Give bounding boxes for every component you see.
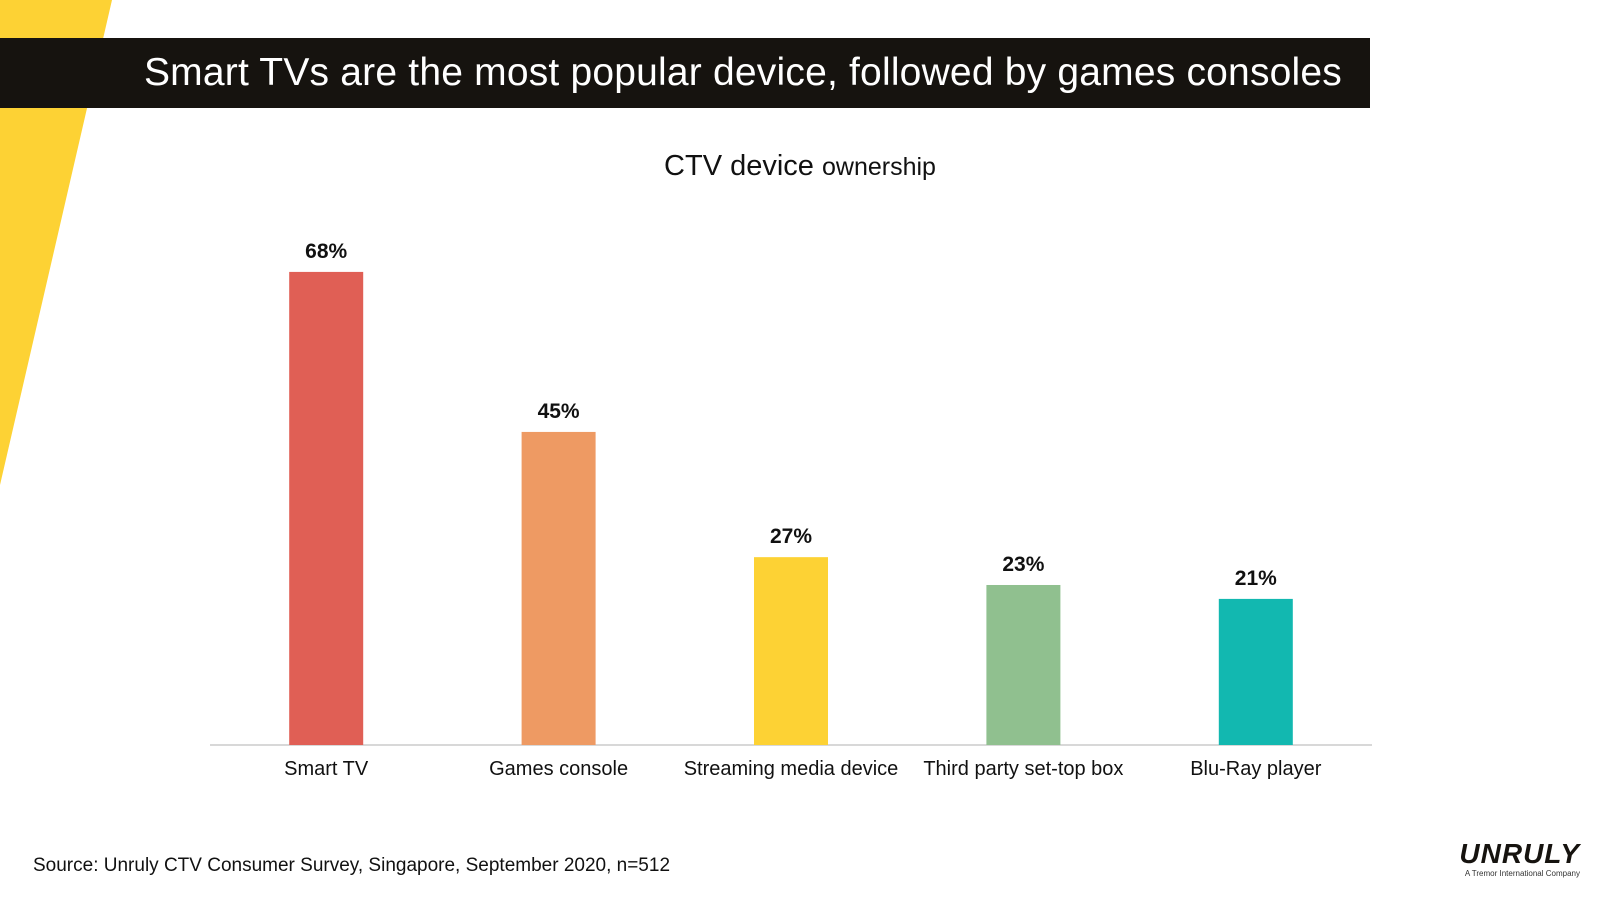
category-label: Games console: [489, 758, 628, 780]
category-label: Streaming media device: [684, 758, 899, 780]
headline-banner: Smart TVs are the most popular device, f…: [0, 38, 1370, 108]
bar-smart-tv: [289, 271, 364, 745]
bar-third-party-set-top-box: [986, 584, 1061, 745]
bar-value-label: 68%: [305, 240, 347, 263]
bar-value-label: 27%: [770, 525, 812, 548]
chart-title: CTV device ownership: [0, 150, 1600, 183]
bar-games-console: [521, 431, 596, 745]
chart-title-sub: ownership: [822, 153, 936, 181]
logo-wordmark: UNRULY: [1459, 838, 1580, 869]
bar-streaming-media-device: [754, 557, 828, 745]
category-label: Third party set-top box: [923, 758, 1123, 780]
headline-text: Smart TVs are the most popular device, f…: [143, 51, 1342, 94]
chart-title-main: CTV device: [664, 150, 814, 182]
unruly-logo: UNRULY A Tremor International Company: [1459, 840, 1580, 880]
bar-value-label: 21%: [1235, 567, 1277, 590]
bar-value-label: 45%: [538, 400, 580, 423]
source-note: Source: Unruly CTV Consumer Survey, Sing…: [33, 855, 671, 876]
category-label: Smart TV: [284, 758, 369, 780]
category-label: Blu-Ray player: [1190, 758, 1322, 780]
bar-value-label: 23%: [1002, 553, 1044, 576]
logo-tagline: A Tremor International Company: [1464, 869, 1580, 878]
bar-blu-ray-player: [1218, 598, 1293, 745]
